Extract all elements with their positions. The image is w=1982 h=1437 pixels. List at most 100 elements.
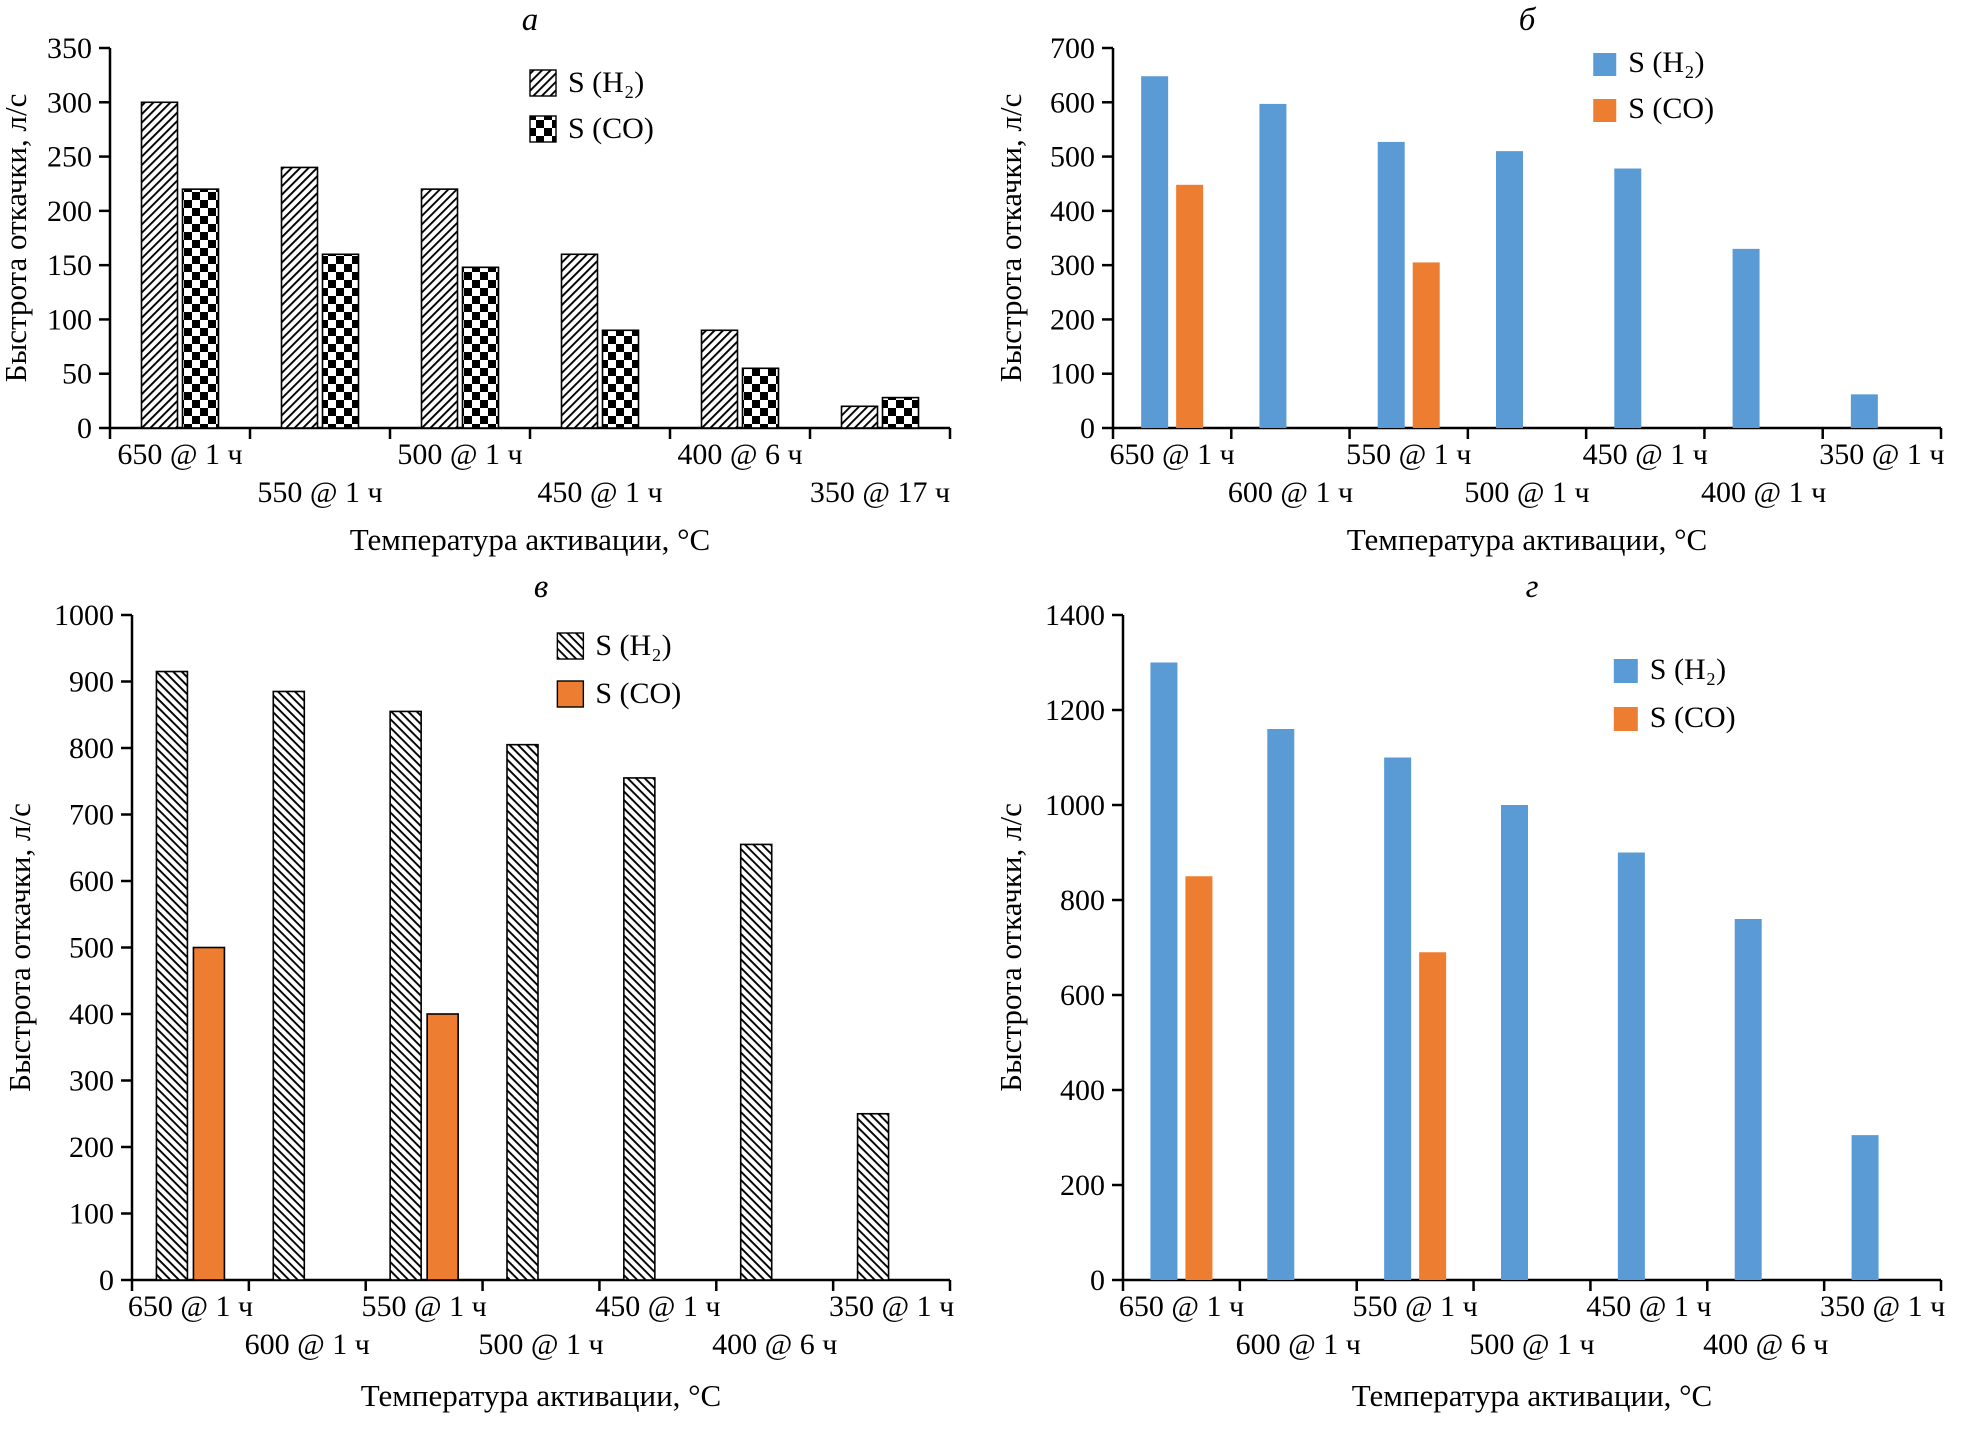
x-tick-label: 650 @ 1 ч bbox=[1119, 1290, 1244, 1323]
y-axis-label: Быстрота откачки, л/с bbox=[993, 803, 1028, 1092]
y-tick-label: 350 bbox=[47, 32, 92, 65]
legend-label-series0: S (H₂) bbox=[595, 629, 671, 662]
bar-series0-cat0 bbox=[1141, 76, 1169, 428]
x-tick-label: 350 @ 1 ч bbox=[1820, 1290, 1945, 1323]
y-tick-label: 200 bbox=[1060, 1169, 1105, 1202]
x-tick-label: 550 @ 1 ч bbox=[257, 476, 382, 509]
bar-series1-cat2 bbox=[1412, 262, 1440, 428]
legend: S (H₂) S (CO) bbox=[556, 629, 681, 710]
chart-title: б bbox=[1519, 2, 1537, 38]
x-tick-label: 350 @ 1 ч bbox=[829, 1290, 954, 1323]
y-tick-label: 500 bbox=[69, 932, 114, 965]
x-tick-label: 600 @ 1 ч bbox=[1228, 476, 1353, 509]
y-tick-label: 800 bbox=[69, 732, 114, 765]
y-axis-label: Быстрота откачки, л/с bbox=[2, 803, 37, 1092]
x-tick-label: 450 @ 1 ч bbox=[595, 1290, 720, 1323]
x-tick-label: 350 @ 1 ч bbox=[1819, 438, 1944, 471]
y-tick-label: 400 bbox=[1060, 1074, 1105, 1107]
x-axis-label: Температура активации, °C bbox=[1352, 1378, 1712, 1413]
y-tick-label: 100 bbox=[69, 1198, 114, 1231]
bars bbox=[155, 670, 890, 1281]
x-axis-label: Температура активации, °C bbox=[361, 1378, 721, 1413]
y-tick-label: 1200 bbox=[1045, 694, 1105, 727]
bar-series0-cat4 bbox=[623, 777, 656, 1281]
bar-series1-cat0 bbox=[181, 188, 220, 429]
y-tick-label: 600 bbox=[1060, 979, 1105, 1012]
legend: S (H₂) S (CO) bbox=[529, 66, 654, 145]
x-tick-label: 400 @ 1 ч bbox=[1701, 476, 1826, 509]
x-tick-label: 650 @ 1 ч bbox=[117, 438, 242, 471]
bar-series0-cat1 bbox=[272, 690, 306, 1281]
bar-series1-cat4 bbox=[741, 367, 780, 429]
y-tick-label: 100 bbox=[47, 303, 92, 336]
bars bbox=[1141, 76, 1878, 429]
y-tick-label: 800 bbox=[1060, 884, 1105, 917]
x-tick-label: 400 @ 6 ч bbox=[677, 438, 802, 471]
y-tick-label: 0 bbox=[1080, 412, 1095, 445]
bar-series0-cat3 bbox=[560, 253, 599, 429]
y-tick-label: 1000 bbox=[1045, 789, 1105, 822]
chart-v: в Быстрота откачки, л/с 0 100 200 300 400 500 60… bbox=[0, 565, 991, 1437]
bar-series1-cat2 bbox=[461, 266, 500, 429]
y-tick-label: 700 bbox=[1050, 32, 1095, 65]
chart-b: б Быстрота откачки, л/с 0 100 200 300 400 500 60… bbox=[991, 0, 1982, 565]
legend-label-series0: S (H₂) bbox=[568, 66, 644, 99]
bar-series0-cat2 bbox=[1377, 141, 1405, 428]
y-tick-label: 150 bbox=[47, 249, 92, 282]
legend-swatch-series0 bbox=[1593, 53, 1617, 76]
chart-title: г bbox=[1526, 569, 1539, 605]
bar-series1-cat3 bbox=[601, 329, 640, 429]
bar-series1-cat0 bbox=[192, 946, 226, 1281]
legend-swatch-series0 bbox=[1613, 659, 1638, 683]
y-tick-label: 500 bbox=[1050, 141, 1095, 174]
bar-series0-cat2 bbox=[420, 188, 459, 429]
chart-a-svg: а Быстрота откачки, л/с 0 50 100 150 200 250 300… bbox=[0, 2, 952, 557]
bar-series0-cat5 bbox=[840, 405, 879, 429]
y-tick-label: 1000 bbox=[54, 599, 114, 632]
legend-label-series1: S (CO) bbox=[595, 677, 681, 710]
x-tick-label: 650 @ 1 ч bbox=[128, 1290, 253, 1323]
x-tick-label: 450 @ 1 ч bbox=[1583, 438, 1708, 471]
axes bbox=[1102, 46, 1943, 439]
bar-series0-cat3 bbox=[1496, 151, 1523, 428]
bar-series0-cat6 bbox=[856, 1112, 890, 1281]
axes bbox=[99, 46, 952, 439]
x-tick-label: 650 @ 1 ч bbox=[1110, 438, 1235, 471]
bar-series1-cat5 bbox=[881, 396, 920, 429]
legend-label-series0: S (H₂) bbox=[1650, 653, 1726, 686]
chart-v-svg: в Быстрота откачки, л/с 0 100 200 300 400 500 60… bbox=[2, 569, 954, 1413]
bar-series0-cat5 bbox=[1732, 248, 1760, 428]
x-tick-label: 500 @ 1 ч bbox=[1464, 476, 1589, 509]
legend-swatch-series0 bbox=[556, 632, 585, 660]
x-tick-label: 600 @ 1 ч bbox=[245, 1328, 370, 1361]
bar-series0-cat2 bbox=[389, 710, 422, 1281]
x-tick-label: 550 @ 1 ч bbox=[362, 1290, 487, 1323]
y-tick-label: 400 bbox=[1050, 195, 1095, 228]
bar-series1-cat0 bbox=[1176, 184, 1204, 428]
bar-series0-cat5 bbox=[1734, 919, 1762, 1280]
legend-label-series1: S (CO) bbox=[1628, 92, 1714, 125]
y-axis-label: Быстрота откачки, л/с bbox=[993, 94, 1028, 383]
x-tick-label: 400 @ 6 ч bbox=[712, 1328, 837, 1361]
bar-series0-cat4 bbox=[700, 329, 739, 429]
bar-series0-cat0 bbox=[140, 101, 179, 429]
axes bbox=[121, 613, 952, 1291]
chart-g-svg: г Быстрота откачки, л/с 0 200 400 600 800 1000 1… bbox=[993, 569, 1945, 1413]
axes bbox=[1112, 613, 1943, 1291]
bar-series0-cat6 bbox=[1851, 1135, 1879, 1280]
y-tick-label: 300 bbox=[47, 86, 92, 119]
y-tick-label: 400 bbox=[69, 998, 114, 1031]
legend-swatch-series0 bbox=[529, 69, 557, 97]
x-tick-label: 450 @ 1 ч bbox=[1586, 1290, 1711, 1323]
legend-swatch-series1 bbox=[529, 115, 557, 143]
bar-series0-cat0 bbox=[155, 670, 189, 1281]
bars bbox=[1150, 662, 1879, 1280]
y-tick-label: 50 bbox=[62, 358, 92, 391]
bar-series0-cat1 bbox=[1259, 103, 1287, 429]
bar-series0-cat1 bbox=[1267, 729, 1295, 1280]
bar-series0-cat3 bbox=[506, 743, 539, 1281]
x-tick-label: 600 @ 1 ч bbox=[1236, 1328, 1361, 1361]
y-tick-label: 250 bbox=[47, 141, 92, 174]
chart-b-svg: б Быстрота откачки, л/с 0 100 200 300 400 500 60… bbox=[993, 2, 1944, 557]
